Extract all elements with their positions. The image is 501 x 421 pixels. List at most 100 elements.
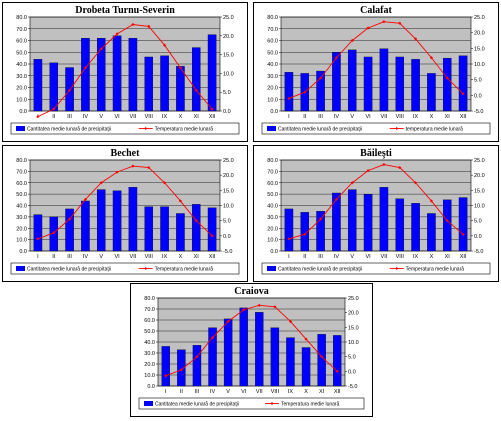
x-tick-label: II <box>180 389 184 395</box>
x-tick-label: VIII <box>271 389 280 395</box>
y-left-tick-label: 70.0 <box>267 27 278 33</box>
y-left-tick-label: 10.0 <box>267 97 278 103</box>
precipitation-bar <box>112 190 122 252</box>
x-tick-label: IX <box>162 254 168 260</box>
legend-line-marker <box>144 267 148 270</box>
y-left-tick-label: 50.0 <box>144 329 155 335</box>
x-tick-label: IX <box>288 389 294 395</box>
temperature-line <box>165 304 338 377</box>
chart-title: Bechet <box>111 148 141 159</box>
x-tick-label: VIII <box>145 254 154 260</box>
x-tick-label: II <box>303 114 307 120</box>
temperature-point <box>398 21 402 25</box>
precipitation-bar <box>379 48 389 112</box>
legend-box <box>261 262 491 275</box>
x-tick-label: VIII <box>396 114 405 120</box>
y-right-tick-label: 20.0 <box>474 31 485 37</box>
precipitation-bar <box>65 208 74 252</box>
precipitation-bar <box>411 59 420 112</box>
y-left-tick-label: 60.0 <box>16 181 27 187</box>
x-tick-label: XII <box>334 389 341 395</box>
precipitation-bar <box>81 38 90 112</box>
temperature-point <box>303 232 307 236</box>
x-tick-label: I <box>37 254 39 260</box>
temperature-point <box>178 66 183 70</box>
y-right-tick-label: 15.0 <box>223 188 234 194</box>
temperature-point <box>350 181 354 185</box>
x-tick-label: VIII <box>145 114 154 120</box>
chart-title: Drobeta Turnu-Severin <box>75 5 175 16</box>
precipitation-bar <box>49 62 59 112</box>
x-tick-label: V <box>350 114 354 120</box>
legend-label-precipitation: Cantitatea medie lunară de precipitaţii <box>278 127 362 133</box>
legend-label-temperature: Temperatura medie lunară <box>155 127 214 133</box>
precipitation-bar <box>333 335 342 387</box>
x-tick-label: XI <box>445 114 451 120</box>
y-left-tick-label: 80.0 <box>267 15 278 21</box>
y-right-tick-label: 15.0 <box>474 188 485 194</box>
precipitation-bar <box>176 66 185 112</box>
precipitation-bar <box>144 206 154 252</box>
temperature-point <box>99 181 103 185</box>
legend-bar-swatch <box>144 401 153 406</box>
legend-bar-swatch <box>267 266 276 271</box>
y-left-tick-label: 0.0 <box>270 249 278 255</box>
chart-title: Băileşti <box>360 148 392 159</box>
y-right-tick-label: 10.0 <box>223 71 234 77</box>
x-tick-label: III <box>318 254 323 260</box>
y-right-tick-label: 5.0 <box>474 219 482 225</box>
x-tick-label: II <box>52 254 56 260</box>
x-tick-label: XI <box>319 389 325 395</box>
y-left-tick-label: 20.0 <box>267 86 278 92</box>
y-left-tick-label: 50.0 <box>267 192 278 198</box>
legend-box <box>10 262 240 275</box>
y-left-tick-label: 20.0 <box>16 86 27 92</box>
chart-svg: Craiova 0.0 10.0 20.0 30.0 40.0 50.0 60.0 70.0 80… <box>138 286 365 410</box>
x-tick-label: VII <box>381 114 388 120</box>
x-tick-label: VI <box>365 114 371 120</box>
precipitation-bar <box>176 213 185 252</box>
y-right-tick-label: 10.0 <box>223 204 234 210</box>
chart-title: Calafat <box>360 5 392 16</box>
x-tick-label: VII <box>256 389 263 395</box>
x-tick-label: V <box>99 114 103 120</box>
chart-svg: Calafat 0.0 10.0 20.0 30.0 40.0 50.0 60.0 70.0 80… <box>261 5 491 135</box>
x-tick-label: XI <box>194 254 200 260</box>
x-tick-label: VI <box>114 254 120 260</box>
x-tick-label: V <box>99 254 103 260</box>
temperature-point <box>36 237 40 241</box>
x-tick-label: VII <box>381 254 388 260</box>
y-left-tick-label: 0.0 <box>19 109 27 115</box>
precipitation-bar <box>427 213 436 252</box>
y-left-tick-label: 0.0 <box>19 249 27 255</box>
precipitation-bar <box>33 59 43 112</box>
y-left-tick-label: 40.0 <box>267 62 278 68</box>
y-left-tick-label: 80.0 <box>267 158 278 164</box>
y-right-tick-label: 10.0 <box>474 62 485 68</box>
x-tick-label: I <box>165 389 167 395</box>
y-left-tick-label: 20.0 <box>144 362 155 368</box>
legend-bar-swatch <box>267 126 276 131</box>
temperature-line <box>37 165 213 240</box>
x-tick-label: IV <box>334 254 340 260</box>
y-left-tick-label: 10.0 <box>16 238 27 244</box>
x-tick-label: X <box>430 254 434 260</box>
y-left-tick-label: 30.0 <box>144 351 155 357</box>
precipitation-bar <box>458 55 468 112</box>
legend-line-marker <box>144 127 148 130</box>
y-right-tick-label: 15.0 <box>223 53 234 59</box>
x-tick-label: XII <box>209 114 216 120</box>
x-tick-label: IV <box>83 254 89 260</box>
precipitation-bar <box>395 198 405 252</box>
temperature-point <box>164 374 168 378</box>
temperature-line <box>37 24 213 118</box>
temperature-point <box>147 165 151 170</box>
y-right-tick-label: 0.0 <box>223 234 231 240</box>
x-tick-label: III <box>195 389 200 395</box>
temperature-point <box>194 88 198 92</box>
chart-panel-calafat: Calafat 0.0 10.0 20.0 30.0 40.0 50.0 60.0 70.0 80… <box>253 2 499 142</box>
y-left-tick-label: 40.0 <box>16 62 27 68</box>
precipitation-bar <box>284 208 294 252</box>
precipitation-bar <box>270 327 280 387</box>
temperature-point <box>210 107 214 111</box>
